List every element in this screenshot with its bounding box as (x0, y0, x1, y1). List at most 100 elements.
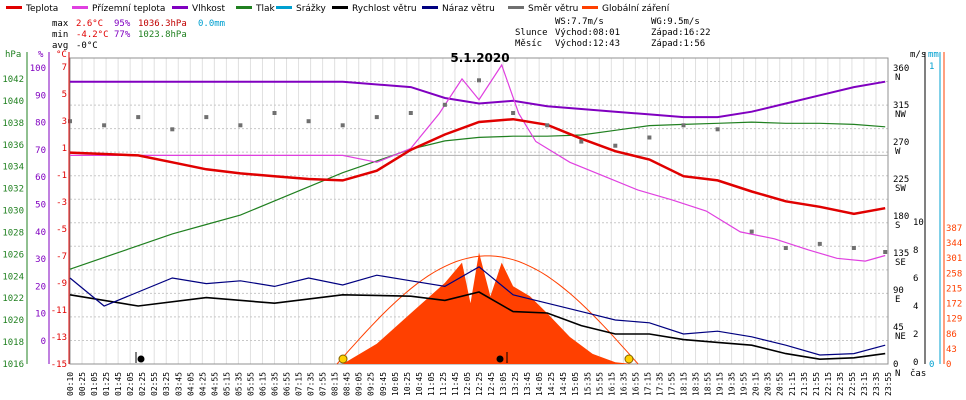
x-tick-label: 23:35 (872, 372, 881, 396)
y-tick-temperature: -1 (56, 171, 67, 181)
y-tick-temperature: -11 (51, 306, 67, 316)
x-tick-label: 16:55 (631, 372, 640, 396)
y-tick-humidity: 100 (30, 64, 46, 74)
x-tick-label: 10:05 (391, 372, 400, 396)
legend-label: Vlhkost (192, 4, 225, 14)
x-tick-label: 06:15 (258, 372, 267, 396)
x-tick-label: 08:45 (343, 372, 352, 396)
x-tick-label: 15:35 (583, 372, 592, 396)
wind-direction-point (511, 111, 516, 115)
x-tick-label: 08:15 (331, 372, 340, 396)
y-tick-wind: 6 (913, 274, 918, 284)
x-tick-label: 18:15 (680, 372, 689, 396)
series-rychlost-vetru (69, 291, 886, 361)
x-tick-label: 07:35 (307, 372, 316, 396)
y-tick-direction-label: NE (895, 332, 906, 342)
x-tick-label: 20:15 (752, 372, 761, 396)
y-tick-direction: 360 (893, 64, 909, 74)
sun-label: Slunce (515, 28, 548, 38)
x-tick-label: 14:45 (559, 372, 568, 396)
legend-item-temperature: Teplota (6, 4, 58, 14)
stat-max-rain: 0.0mm (198, 19, 225, 29)
x-tick-label: 16:15 (607, 372, 616, 396)
x-tick-label: 21:55 (812, 372, 821, 396)
stat-max-pressure: 1036.3hPa (138, 19, 187, 29)
y-tick-wind: 8 (913, 246, 918, 256)
x-tick-label: 13:25 (511, 372, 520, 396)
y-tick-temperature: -3 (56, 198, 67, 208)
x-tick-label: 01:05 (90, 372, 99, 396)
y-tick-direction: 225 (893, 175, 909, 185)
x-tick-label: 21:15 (788, 372, 797, 396)
y-tick-radiation: 387 (946, 224, 962, 234)
x-tick-label: 05:55 (246, 372, 255, 396)
x-tick-label: 02:05 (126, 372, 135, 396)
x-tick-label: 09:05 (355, 372, 364, 396)
x-tick-label: 12:45 (487, 372, 496, 396)
legend-item-pressure: Tlak (236, 4, 276, 14)
y-tick-temperature: -9 (56, 279, 67, 289)
y-tick-humidity: 70 (35, 146, 46, 156)
y-tick-direction-label: S (895, 221, 900, 231)
wind-direction-point (647, 135, 652, 140)
series-tlak (69, 121, 886, 270)
series-naraz-vetru (69, 266, 886, 356)
y-tick-humidity: 0 (41, 337, 46, 347)
y-tick-direction-label: NW (895, 110, 906, 120)
y-tick-pressure: 1032 (2, 185, 24, 195)
x-tick-label: 18:55 (704, 372, 713, 396)
x-tick-label: 23:15 (860, 372, 869, 396)
y-tick-direction-label: W (895, 147, 901, 157)
x-tick-label: 05:35 (234, 372, 243, 396)
moonrise: Východ:12:43 (555, 39, 620, 49)
sunset: Západ:16:22 (651, 28, 711, 38)
moonrise-marker (496, 355, 504, 363)
stat-min-pressure: 1023.8hPa (138, 30, 187, 40)
axis-unit-wind: m/s (910, 50, 926, 60)
y-tick-pressure: 1016 (2, 360, 24, 370)
y-tick-pressure: 1030 (2, 207, 24, 217)
y-tick-pressure: 1024 (2, 272, 24, 282)
x-tick-label: 14:25 (547, 372, 556, 396)
wind-direction-point (374, 115, 379, 120)
axes-layer: 1042104010381036103410321030102810261024… (2, 50, 962, 379)
series-layer (69, 63, 888, 361)
x-tick-label: 01:25 (102, 372, 111, 396)
y-tick-direction-label: E (895, 295, 900, 305)
stat-max-label: max (52, 19, 69, 29)
x-tick-label: 07:15 (295, 372, 304, 396)
x-tick-label: 14:05 (535, 372, 544, 396)
x-tick-label: 03:25 (162, 372, 171, 396)
y-tick-temperature: -5 (56, 225, 67, 235)
y-tick-radiation: 215 (946, 284, 962, 294)
series-globalni-zareni (342, 252, 633, 364)
y-tick-direction-label: N (895, 369, 900, 379)
x-tick-label: 06:35 (271, 372, 280, 396)
wind-direction-point (851, 246, 856, 250)
y-tick-pressure: 1026 (2, 250, 24, 260)
x-tick-label: 16:35 (619, 372, 628, 396)
y-tick-humidity: 40 (35, 228, 46, 238)
x-tick-label: 07:55 (319, 372, 328, 396)
y-tick-direction: 270 (893, 138, 909, 148)
y-tick-radiation: 43 (946, 345, 957, 355)
y-tick-humidity: 90 (35, 91, 46, 101)
y-tick-temperature: 1 (62, 144, 67, 154)
wind-direction-point (272, 111, 277, 115)
x-tick-label: 17:55 (667, 372, 676, 396)
x-tick-label: 09:25 (367, 372, 376, 396)
legend-label: Přízemní teplota (92, 4, 165, 14)
x-tick-label: 19:55 (740, 372, 749, 396)
legend-label: Rychlost větru (352, 4, 417, 14)
stat-max-humidity: 95% (114, 19, 131, 29)
sunset-marker (624, 354, 634, 364)
wind-direction-point (613, 143, 618, 148)
x-tick-label: 20:35 (764, 372, 773, 396)
x-tick-label: 04:55 (210, 372, 219, 396)
y-tick-radiation: 344 (946, 239, 962, 249)
x-tick-label: 11:05 (427, 372, 436, 396)
y-tick-temperature: -15 (51, 360, 67, 370)
y-tick-temperature: -7 (56, 252, 67, 262)
x-tick-label: 04:05 (186, 372, 195, 396)
legend-item-wind-gust: Náraz větru (422, 4, 495, 14)
